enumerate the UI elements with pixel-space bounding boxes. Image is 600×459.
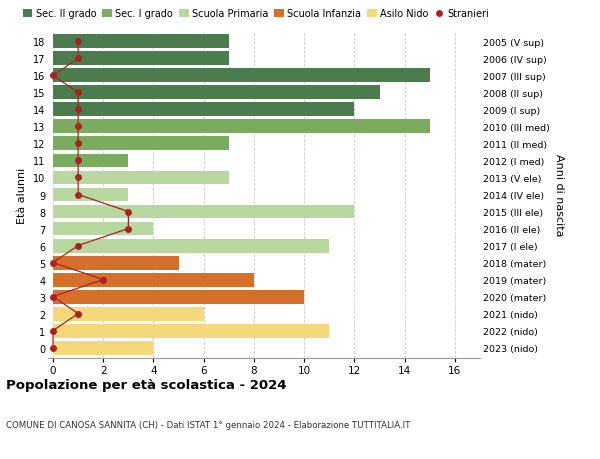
Point <box>73 90 83 97</box>
Y-axis label: Anni di nascita: Anni di nascita <box>554 154 563 236</box>
Point <box>98 276 108 284</box>
Point <box>73 39 83 46</box>
Point <box>73 174 83 182</box>
Bar <box>53 341 154 355</box>
Bar <box>53 154 128 168</box>
Text: COMUNE DI CANOSA SANNITA (CH) - Dati ISTAT 1° gennaio 2024 - Elaborazione TUTTIT: COMUNE DI CANOSA SANNITA (CH) - Dati IST… <box>6 420 410 429</box>
Bar <box>53 222 154 236</box>
Point <box>48 293 58 301</box>
Text: Popolazione per età scolastica - 2024: Popolazione per età scolastica - 2024 <box>6 379 287 392</box>
Point <box>73 140 83 148</box>
Point <box>73 56 83 63</box>
Point <box>73 106 83 114</box>
Bar <box>53 273 254 287</box>
Point <box>73 191 83 199</box>
Bar <box>53 256 179 270</box>
Bar <box>53 103 355 117</box>
Bar <box>53 171 229 185</box>
Point <box>73 123 83 131</box>
Point <box>48 259 58 267</box>
Bar <box>53 35 229 49</box>
Point <box>73 242 83 250</box>
Bar <box>53 52 229 66</box>
Bar <box>53 86 380 100</box>
Point <box>124 208 133 216</box>
Point <box>48 327 58 335</box>
Bar <box>53 205 355 219</box>
Bar <box>53 120 430 134</box>
Point <box>48 73 58 80</box>
Legend: Sec. II grado, Sec. I grado, Scuola Primaria, Scuola Infanzia, Asilo Nido, Stran: Sec. II grado, Sec. I grado, Scuola Prim… <box>23 9 490 19</box>
Bar <box>53 69 430 83</box>
Point <box>73 310 83 318</box>
Bar <box>53 290 304 304</box>
Bar <box>53 324 329 338</box>
Bar <box>53 307 204 321</box>
Bar <box>53 137 229 151</box>
Point <box>124 225 133 233</box>
Y-axis label: Età alunni: Età alunni <box>17 167 27 223</box>
Point <box>73 157 83 165</box>
Bar <box>53 188 128 202</box>
Bar <box>53 239 329 253</box>
Point <box>48 344 58 352</box>
